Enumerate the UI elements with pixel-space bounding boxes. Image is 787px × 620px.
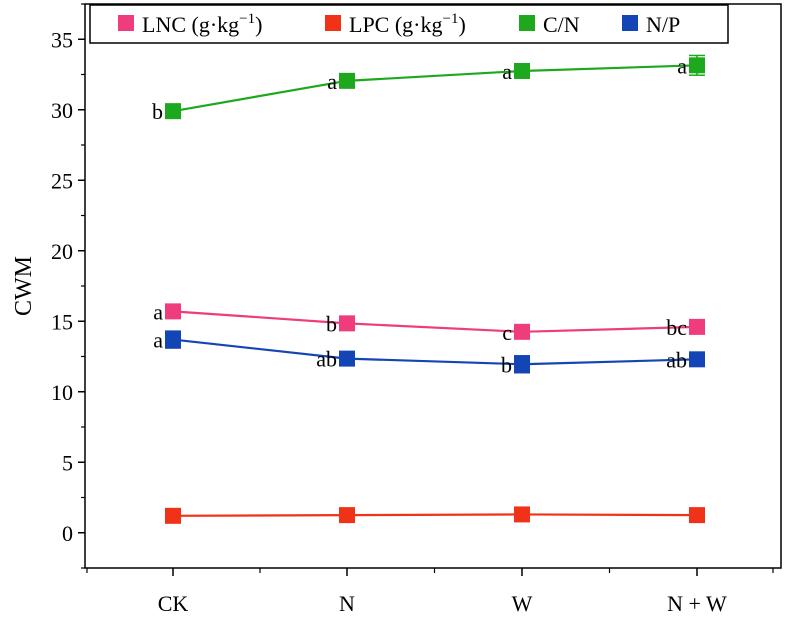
- data-point-NP: [339, 350, 355, 367]
- data-point-CN: [514, 62, 530, 79]
- significance-label: ab: [666, 347, 687, 372]
- significance-label: ab: [316, 347, 337, 372]
- legend-name: N/P: [646, 12, 680, 37]
- y-tick-label: 10: [51, 380, 73, 405]
- series-CN: b a a a: [152, 53, 705, 124]
- legend-swatch-LPC: [325, 15, 341, 31]
- significance-label: b: [152, 99, 163, 124]
- legend-unit-sup: −1: [443, 11, 459, 27]
- significance-label: a: [502, 59, 512, 84]
- data-point-NP: [165, 331, 181, 348]
- legend-label-CN: C/N: [543, 12, 580, 37]
- axes: 0 5 10 15 20 25 30 35 CK N W N + W CWM: [11, 3, 782, 616]
- x-tick-label: CK: [158, 591, 189, 616]
- series-line-CN: [172, 64, 698, 113]
- legend-label-LNC: LNC (g·kg−1): [142, 11, 262, 37]
- series-line-LPC: [172, 513, 698, 517]
- legend-unit-close: ): [458, 12, 465, 37]
- legend-swatch-CN: [519, 15, 535, 31]
- y-axis-title: CWM: [11, 256, 37, 316]
- series-NP: a ab b ab: [153, 328, 705, 377]
- legend-name: C/N: [543, 12, 580, 37]
- data-point-LNC: [165, 303, 181, 320]
- plot-frame: [84, 3, 782, 569]
- data-point-LPC: [514, 506, 530, 523]
- x-tick-label: N: [339, 591, 355, 616]
- legend: LNC (g·kg−1) LPC (g·kg−1) C/N N/P: [89, 4, 729, 44]
- y-tick-label: 25: [51, 168, 73, 193]
- data-point-LPC: [165, 507, 181, 524]
- significance-label: c: [502, 320, 512, 345]
- legend-name: LNC (g·kg: [142, 12, 239, 37]
- legend-swatch-NP: [622, 15, 638, 31]
- legend-label-LPC: LPC (g·kg−1): [349, 11, 466, 37]
- series-LNC: a b c bc: [153, 299, 705, 345]
- series-line-NP: [172, 338, 698, 366]
- data-point-LNC: [339, 315, 355, 332]
- significance-label: a: [153, 299, 163, 324]
- data-point-LPC: [689, 507, 705, 524]
- y-tick-label: 5: [62, 450, 73, 475]
- x-tick-label: N + W: [667, 591, 727, 616]
- data-point-LNC: [689, 318, 705, 335]
- legend-box: [89, 4, 729, 44]
- data-point-LPC: [339, 507, 355, 524]
- data-point-NP: [514, 356, 530, 373]
- data-point-CN: [689, 57, 705, 74]
- x-tick-label: W: [512, 591, 533, 616]
- series-LPC: [165, 506, 705, 524]
- y-tick-label: 35: [51, 27, 73, 52]
- data-point-CN: [165, 103, 181, 120]
- y-tick-label: 0: [62, 521, 73, 546]
- legend-label-NP: N/P: [646, 12, 680, 37]
- significance-label: b: [326, 311, 337, 336]
- y-tick-label: 15: [51, 309, 73, 334]
- y-tick-label: 20: [51, 239, 73, 264]
- legend-swatch-LNC: [118, 15, 134, 31]
- data-point-CN: [339, 72, 355, 89]
- significance-label: b: [501, 352, 512, 377]
- y-tick-label: 30: [51, 98, 73, 123]
- data-point-LNC: [514, 323, 530, 340]
- series-line-LNC: [172, 310, 698, 333]
- significance-label: a: [153, 328, 163, 353]
- significance-label: bc: [666, 315, 687, 340]
- legend-name: LPC (g·kg: [349, 12, 443, 37]
- significance-label: a: [327, 69, 337, 94]
- data-point-NP: [689, 351, 705, 368]
- legend-unit-sup: −1: [239, 11, 255, 27]
- legend-unit-close: ): [255, 12, 262, 37]
- significance-label: a: [677, 53, 687, 78]
